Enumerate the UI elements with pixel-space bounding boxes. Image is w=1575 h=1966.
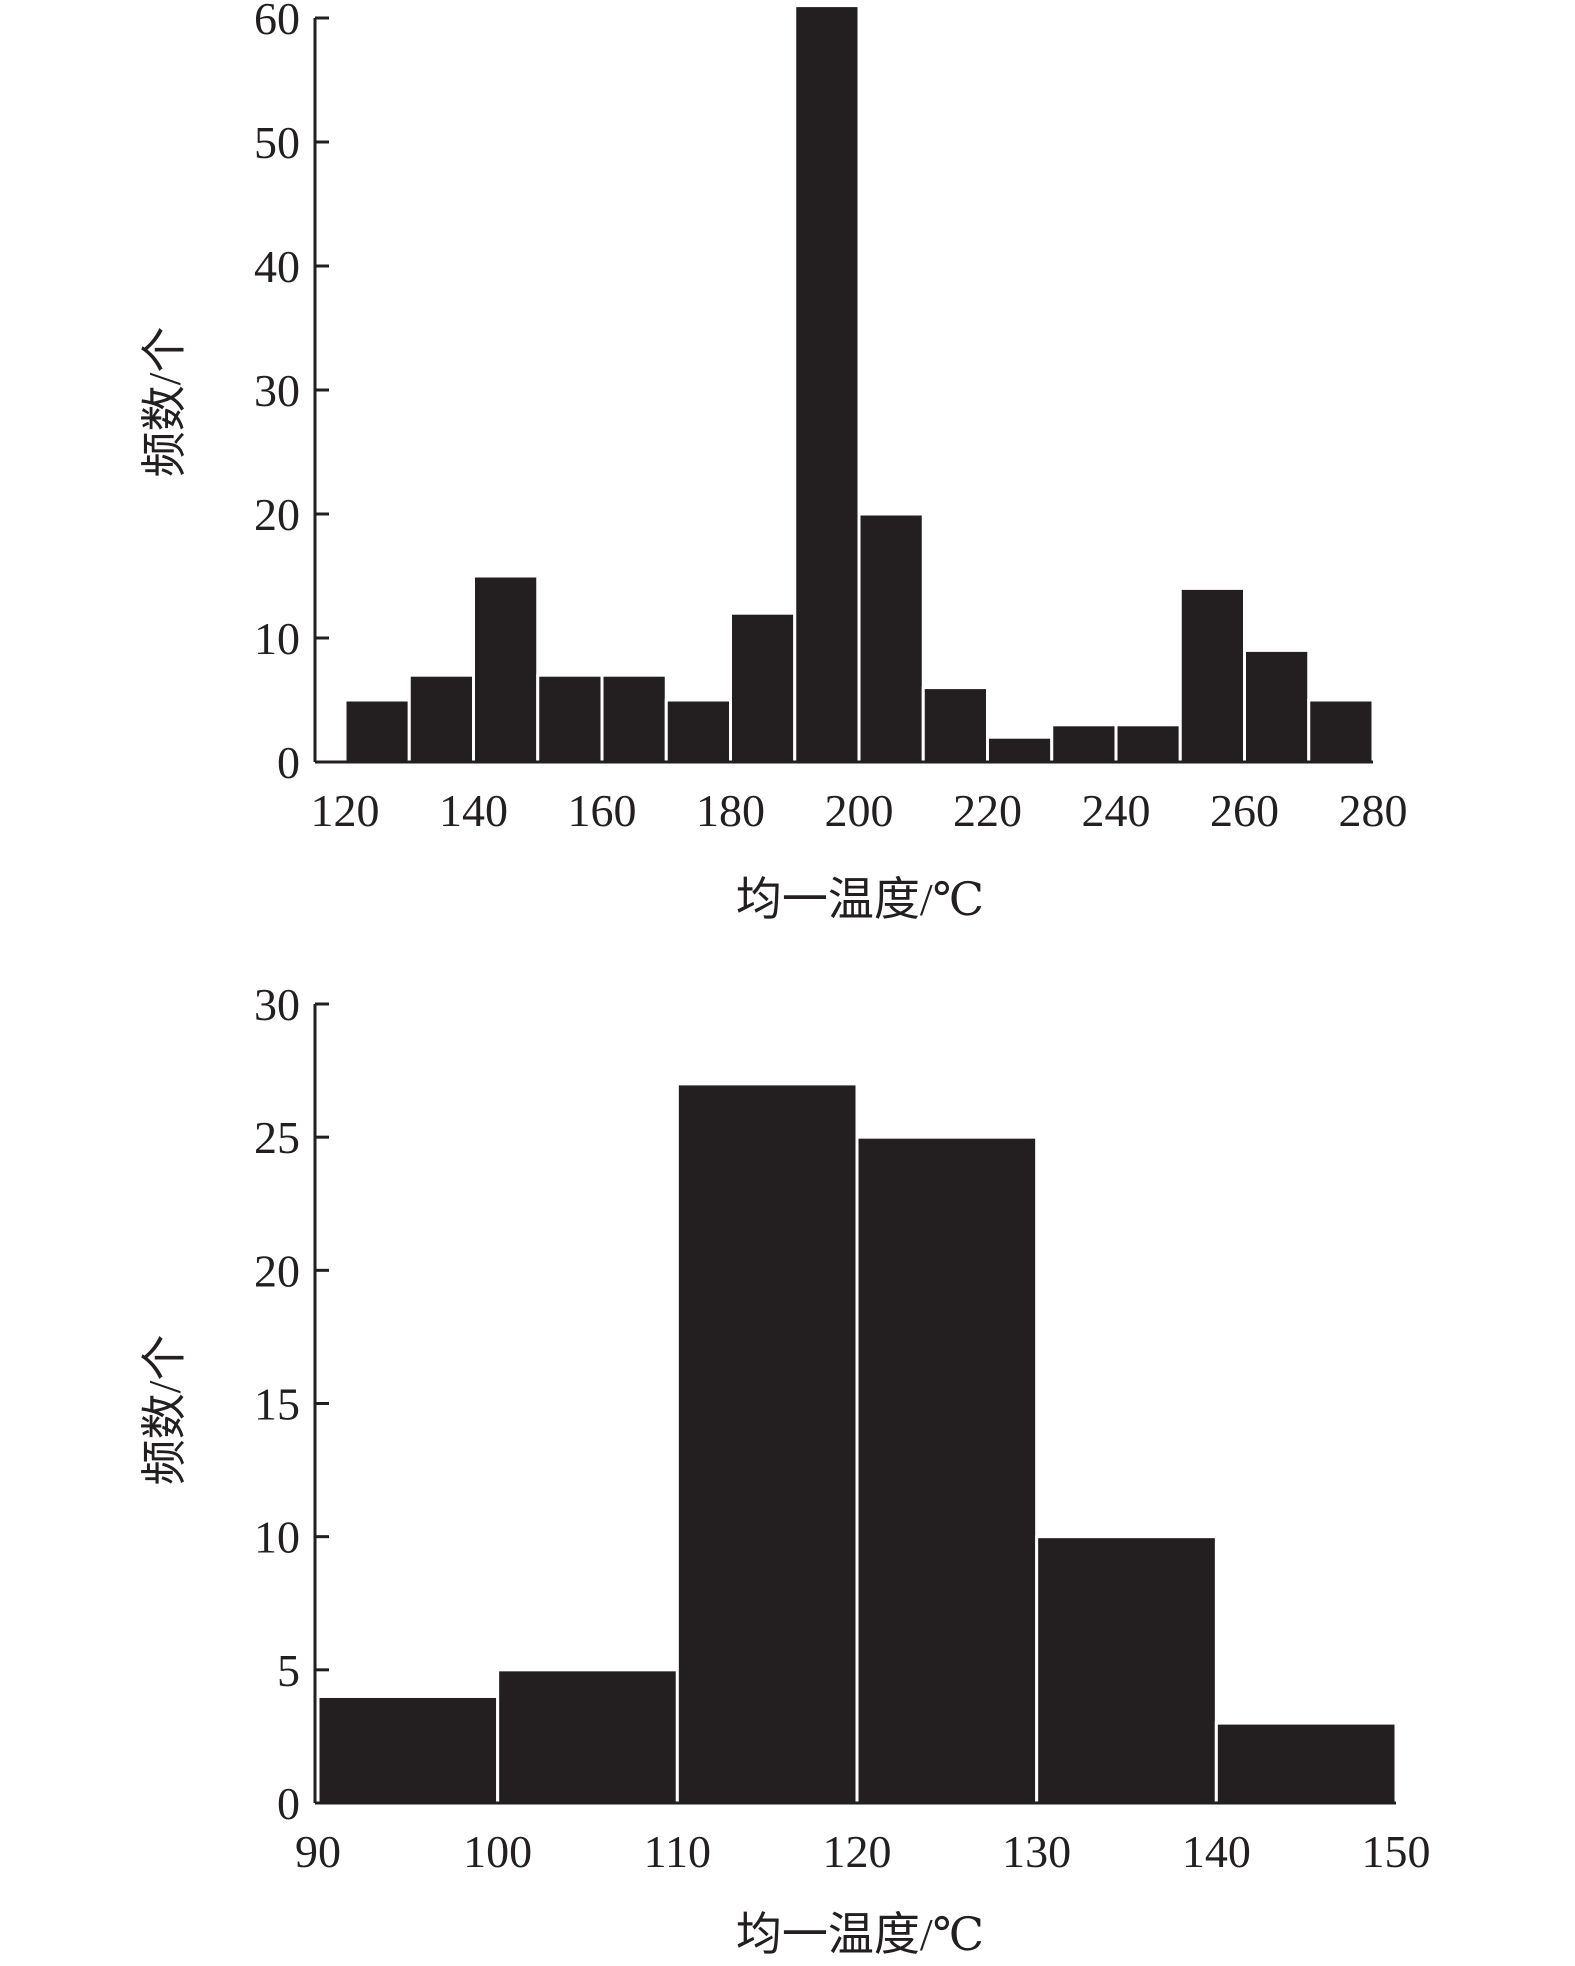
x-tick-label: 140 [439, 785, 508, 836]
y-tick-label: 30 [254, 979, 300, 1030]
bar-2 [675, 1082, 859, 1805]
y-tick-label: 25 [254, 1112, 300, 1163]
x-tick-labels: 120 140 160 180 200 220 240 260 280 [311, 785, 1408, 836]
y-tick-label: 40 [254, 241, 300, 292]
axes [313, 16, 1373, 764]
bar-8 [857, 512, 925, 764]
y-axis-title: 频数/个 [139, 1335, 190, 1486]
x-tick-label: 130 [1002, 1826, 1071, 1877]
bar-0 [343, 698, 411, 764]
x-tick-label: 100 [463, 1826, 532, 1877]
x-tick-label: 120 [311, 785, 380, 836]
y-tick-label: 0 [277, 737, 300, 788]
bars [316, 1082, 1398, 1805]
y-tick-label: 20 [254, 1245, 300, 1296]
y-tick-label: 20 [254, 489, 300, 540]
x-tick-label: 110 [644, 1826, 711, 1877]
x-axis-title: 均一温度/℃ [736, 1909, 984, 1960]
bar-14 [1243, 648, 1311, 764]
x-tick-label: 240 [1082, 785, 1151, 836]
x-tick-label: 200 [825, 785, 894, 836]
histogram-bottom: 90 100 110 120 130 140 150 0 5 10 15 20 25 30 均一温度/℃… [139, 979, 1431, 1960]
bar-2 [472, 574, 540, 764]
bar-6 [729, 611, 797, 764]
bar-4 [600, 673, 668, 764]
y-tick-label: 15 [254, 1379, 300, 1430]
bar-5 [664, 698, 732, 764]
y-tick-label: 10 [254, 1512, 300, 1563]
x-tick-label: 90 [295, 1826, 341, 1877]
y-tick-label: 0 [277, 1778, 300, 1829]
bar-13 [1178, 586, 1246, 764]
bar-3 [536, 673, 604, 764]
y-tick-label: 10 [254, 613, 300, 664]
x-tick-label: 260 [1210, 785, 1279, 836]
x-axis-title: 均一温度/℃ [736, 874, 984, 925]
bar-9 [921, 686, 989, 764]
bar-1 [496, 1668, 679, 1805]
x-tick-label: 180 [696, 785, 765, 836]
bar-4 [1035, 1535, 1218, 1805]
x-tick-label: 140 [1182, 1826, 1251, 1877]
bar-10 [986, 735, 1054, 764]
axes [313, 1002, 1396, 1805]
bar-3 [855, 1135, 1039, 1805]
y-tick-label: 50 [254, 117, 300, 168]
bar-7 [793, 4, 861, 764]
bar-11 [1050, 723, 1118, 764]
bar-5 [1214, 1721, 1398, 1805]
x-tick-label: 160 [568, 785, 637, 836]
y-tick-labels: 0 10 20 30 40 50 60 [254, 0, 300, 788]
x-tick-label: 150 [1362, 1826, 1431, 1877]
bar-1 [407, 673, 475, 764]
x-tick-label: 220 [953, 785, 1022, 836]
y-axis-title: 频数/个 [139, 327, 190, 478]
bar-15 [1307, 698, 1375, 764]
bar-0 [316, 1694, 500, 1805]
histogram-top: 120 140 160 180 200 220 240 260 280 0 10 20 30 40 50 6… [139, 0, 1408, 925]
y-tick-label: 30 [254, 365, 300, 416]
y-tick-label: 60 [254, 0, 300, 44]
x-tick-label: 280 [1339, 785, 1408, 836]
y-tick-labels: 0 5 10 15 20 25 30 [254, 979, 300, 1829]
y-tick-label: 5 [277, 1645, 300, 1696]
bar-12 [1114, 723, 1182, 764]
x-tick-label: 120 [823, 1826, 892, 1877]
x-tick-labels: 90 100 110 120 130 140 150 [295, 1826, 1431, 1877]
bars [343, 4, 1375, 764]
